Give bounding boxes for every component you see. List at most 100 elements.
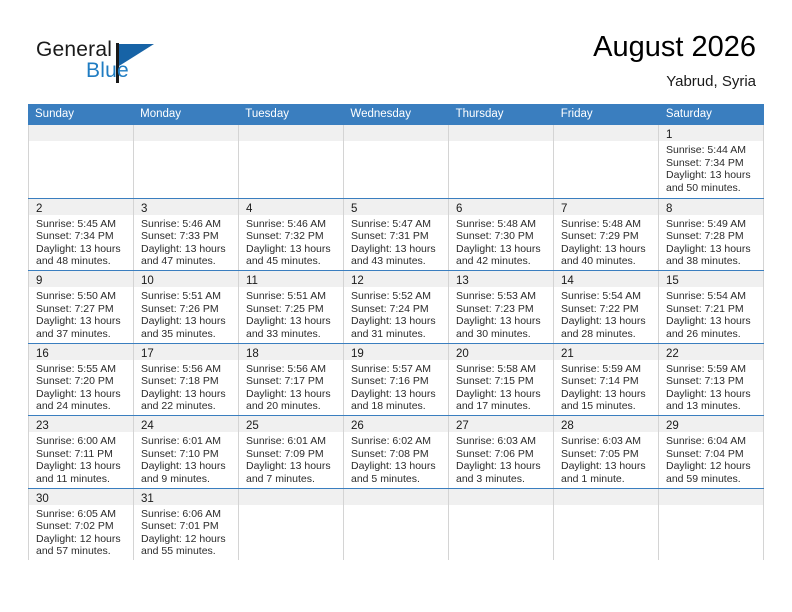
calendar-day-cell[interactable]: 1 Sunrise: 5:44 AM Sunset: 7:34 PM Daylight… [658, 125, 764, 198]
daylight-text-line1: Daylight: 13 hours [456, 242, 541, 255]
daylight-text-line2: and 26 minutes. [666, 327, 741, 340]
day-number: 22 [666, 347, 679, 360]
day-number: 13 [456, 275, 469, 287]
calendar-day-cell[interactable]: 23 Sunrise: 6:00 AM Sunset: 7:11 PM Dayligh… [28, 416, 133, 488]
day-number-band: 16 [29, 343, 133, 360]
day-number: 17 [141, 347, 154, 360]
day-details: Sunrise: 5:44 AM Sunset: 7:34 PM Daylight:… [659, 141, 763, 194]
calendar-day-cell[interactable]: 21 Sunrise: 5:59 AM Sunset: 7:14 PM Dayligh… [553, 343, 658, 415]
daylight-text-line2: and 48 minutes. [36, 255, 111, 268]
calendar-day-cell[interactable]: 22 Sunrise: 5:59 AM Sunset: 7:13 PM Dayligh… [658, 343, 764, 415]
sunrise-text: Sunrise: 5:46 AM [246, 217, 326, 230]
sunrise-text: Sunrise: 6:01 AM [246, 435, 326, 447]
sunrise-text: Sunrise: 6:04 AM [666, 435, 746, 447]
daylight-text-line2: and 5 minutes. [351, 472, 420, 485]
day-number: 9 [36, 275, 43, 287]
day-number: 11 [246, 275, 258, 287]
sunrise-text: Sunrise: 6:03 AM [561, 435, 641, 447]
calendar-day-cell[interactable]: 4 Sunrise: 5:46 AM Sunset: 7:32 PM Daylight… [238, 198, 343, 270]
calendar-day-cell[interactable]: 3 Sunrise: 5:46 AM Sunset: 7:33 PM Daylight… [133, 198, 238, 270]
title-block: August 2026 Yabrud, Syria [593, 30, 756, 92]
calendar-day-cell[interactable]: 29 Sunrise: 6:04 AM Sunset: 7:04 PM Dayligh… [658, 416, 764, 488]
sunset-text: Sunset: 7:34 PM [36, 230, 114, 243]
daylight-text-line2: and 59 minutes. [666, 472, 741, 485]
calendar-day-cell[interactable]: 15 Sunrise: 5:54 AM Sunset: 7:21 PM Dayligh… [658, 271, 764, 343]
sunset-text: Sunset: 7:33 PM [141, 230, 219, 243]
day-details: Sunrise: 5:47 AM Sunset: 7:31 PM Daylight:… [344, 215, 448, 268]
day-details: Sunrise: 5:59 AM Sunset: 7:14 PM Daylight:… [554, 360, 658, 413]
calendar-day-cell[interactable]: 14 Sunrise: 5:54 AM Sunset: 7:22 PM Dayligh… [553, 271, 658, 343]
calendar-day-cell[interactable]: 28 Sunrise: 6:03 AM Sunset: 7:05 PM Dayligh… [553, 416, 658, 488]
calendar-day-cell-empty [343, 488, 448, 560]
sunrise-text: Sunrise: 5:55 AM [36, 362, 116, 375]
dow-thursday: Thursday [455, 108, 504, 120]
calendar-day-cell[interactable]: 26 Sunrise: 6:02 AM Sunset: 7:08 PM Dayligh… [343, 416, 448, 488]
day-number-band: 23 [29, 416, 133, 432]
day-details: Sunrise: 5:58 AM Sunset: 7:15 PM Daylight:… [449, 360, 553, 413]
sunset-text: Sunset: 7:22 PM [561, 302, 639, 315]
sunrise-text: Sunrise: 5:58 AM [456, 362, 536, 375]
sunset-text: Sunset: 7:30 PM [456, 230, 534, 243]
daylight-text-line1: Daylight: 13 hours [36, 242, 121, 255]
sunrise-text: Sunrise: 5:48 AM [456, 217, 536, 230]
sunset-text: Sunset: 7:08 PM [351, 447, 429, 460]
calendar-day-cell[interactable]: 16 Sunrise: 5:55 AM Sunset: 7:20 PM Dayligh… [28, 343, 133, 415]
day-number: 23 [36, 420, 49, 432]
calendar-week-row: 2 Sunrise: 5:45 AM Sunset: 7:34 PM Daylight… [28, 197, 764, 270]
calendar-day-cell[interactable]: 31 Sunrise: 6:06 AM Sunset: 7:01 PM Dayligh… [133, 488, 238, 560]
sunrise-text: Sunrise: 5:52 AM [351, 290, 431, 302]
daylight-text-line1: Daylight: 13 hours [456, 315, 541, 328]
calendar-day-cell[interactable]: 5 Sunrise: 5:47 AM Sunset: 7:31 PM Daylight… [343, 198, 448, 270]
calendar-day-cell[interactable]: 9 Sunrise: 5:50 AM Sunset: 7:27 PM Daylight… [28, 271, 133, 343]
calendar-day-cell[interactable]: 17 Sunrise: 5:56 AM Sunset: 7:18 PM Dayligh… [133, 343, 238, 415]
day-number-band: 12 [344, 271, 448, 287]
calendar-day-cell[interactable]: 8 Sunrise: 5:49 AM Sunset: 7:28 PM Daylight… [658, 198, 764, 270]
day-number-band: 11 [239, 271, 343, 287]
day-of-week-header-row: Sunday Monday Tuesday Wednesday Thursday… [28, 104, 764, 125]
dow-friday: Friday [560, 108, 593, 120]
day-number: 24 [141, 420, 154, 432]
day-number-band: 22 [659, 343, 763, 360]
calendar-day-cell[interactable]: 2 Sunrise: 5:45 AM Sunset: 7:34 PM Daylight… [28, 198, 133, 270]
calendar-day-cell[interactable]: 30 Sunrise: 6:05 AM Sunset: 7:02 PM Dayligh… [28, 488, 133, 560]
calendar-day-cell[interactable]: 10 Sunrise: 5:51 AM Sunset: 7:26 PM Dayligh… [133, 271, 238, 343]
calendar-day-cell[interactable]: 6 Sunrise: 5:48 AM Sunset: 7:30 PM Daylight… [448, 198, 553, 270]
calendar-day-cell[interactable]: 19 Sunrise: 5:57 AM Sunset: 7:16 PM Dayligh… [343, 343, 448, 415]
calendar-day-cell[interactable]: 11 Sunrise: 5:51 AM Sunset: 7:25 PM Dayligh… [238, 271, 343, 343]
calendar-day-cell[interactable]: 27 Sunrise: 6:03 AM Sunset: 7:06 PM Dayligh… [448, 416, 553, 488]
daylight-text-line1: Daylight: 13 hours [561, 315, 646, 328]
calendar-day-cell[interactable]: 13 Sunrise: 5:53 AM Sunset: 7:23 PM Dayligh… [448, 271, 553, 343]
calendar-day-cell[interactable]: 24 Sunrise: 6:01 AM Sunset: 7:10 PM Dayligh… [133, 416, 238, 488]
calendar-day-cell[interactable]: 25 Sunrise: 6:01 AM Sunset: 7:09 PM Dayligh… [238, 416, 343, 488]
day-details: Sunrise: 6:01 AM Sunset: 7:10 PM Daylight:… [134, 432, 238, 485]
day-number-band: 13 [449, 271, 553, 287]
day-number-band: 6 [449, 198, 553, 215]
daylight-text-line2: and 35 minutes. [141, 327, 216, 340]
day-number-band: 29 [659, 416, 763, 432]
daylight-text-line1: Daylight: 13 hours [666, 242, 751, 255]
day-number-band: 25 [239, 416, 343, 432]
brand-name-blue: Blue [86, 59, 129, 82]
brand-logo[interactable]: General Blue [36, 38, 216, 90]
day-details: Sunrise: 5:54 AM Sunset: 7:22 PM Daylight:… [554, 287, 658, 340]
calendar-week-row: 23 Sunrise: 6:00 AM Sunset: 7:11 PM Dayligh… [28, 415, 764, 488]
day-number: 27 [456, 420, 469, 432]
day-number: 8 [666, 202, 673, 215]
sunrise-text: Sunrise: 5:45 AM [36, 217, 116, 230]
day-details: Sunrise: 6:04 AM Sunset: 7:04 PM Daylight:… [659, 432, 763, 485]
sunrise-text: Sunrise: 5:51 AM [141, 290, 221, 302]
calendar-day-cell[interactable]: 12 Sunrise: 5:52 AM Sunset: 7:24 PM Dayligh… [343, 271, 448, 343]
daylight-text-line1: Daylight: 13 hours [561, 242, 646, 255]
sunrise-text: Sunrise: 5:54 AM [561, 290, 641, 302]
sunset-text: Sunset: 7:05 PM [561, 447, 639, 460]
daylight-text-line1: Daylight: 13 hours [666, 315, 751, 328]
day-details: Sunrise: 5:50 AM Sunset: 7:27 PM Daylight:… [29, 287, 133, 340]
calendar-day-cell[interactable]: 18 Sunrise: 5:56 AM Sunset: 7:17 PM Dayligh… [238, 343, 343, 415]
daylight-text-line2: and 24 minutes. [36, 400, 111, 413]
daylight-text-line2: and 43 minutes. [351, 255, 426, 268]
calendar-day-cell[interactable]: 20 Sunrise: 5:58 AM Sunset: 7:15 PM Dayligh… [448, 343, 553, 415]
day-number-band [134, 125, 238, 141]
calendar-day-cell-empty [343, 125, 448, 198]
sunset-text: Sunset: 7:01 PM [141, 520, 219, 533]
calendar-day-cell[interactable]: 7 Sunrise: 5:48 AM Sunset: 7:29 PM Daylight… [553, 198, 658, 270]
